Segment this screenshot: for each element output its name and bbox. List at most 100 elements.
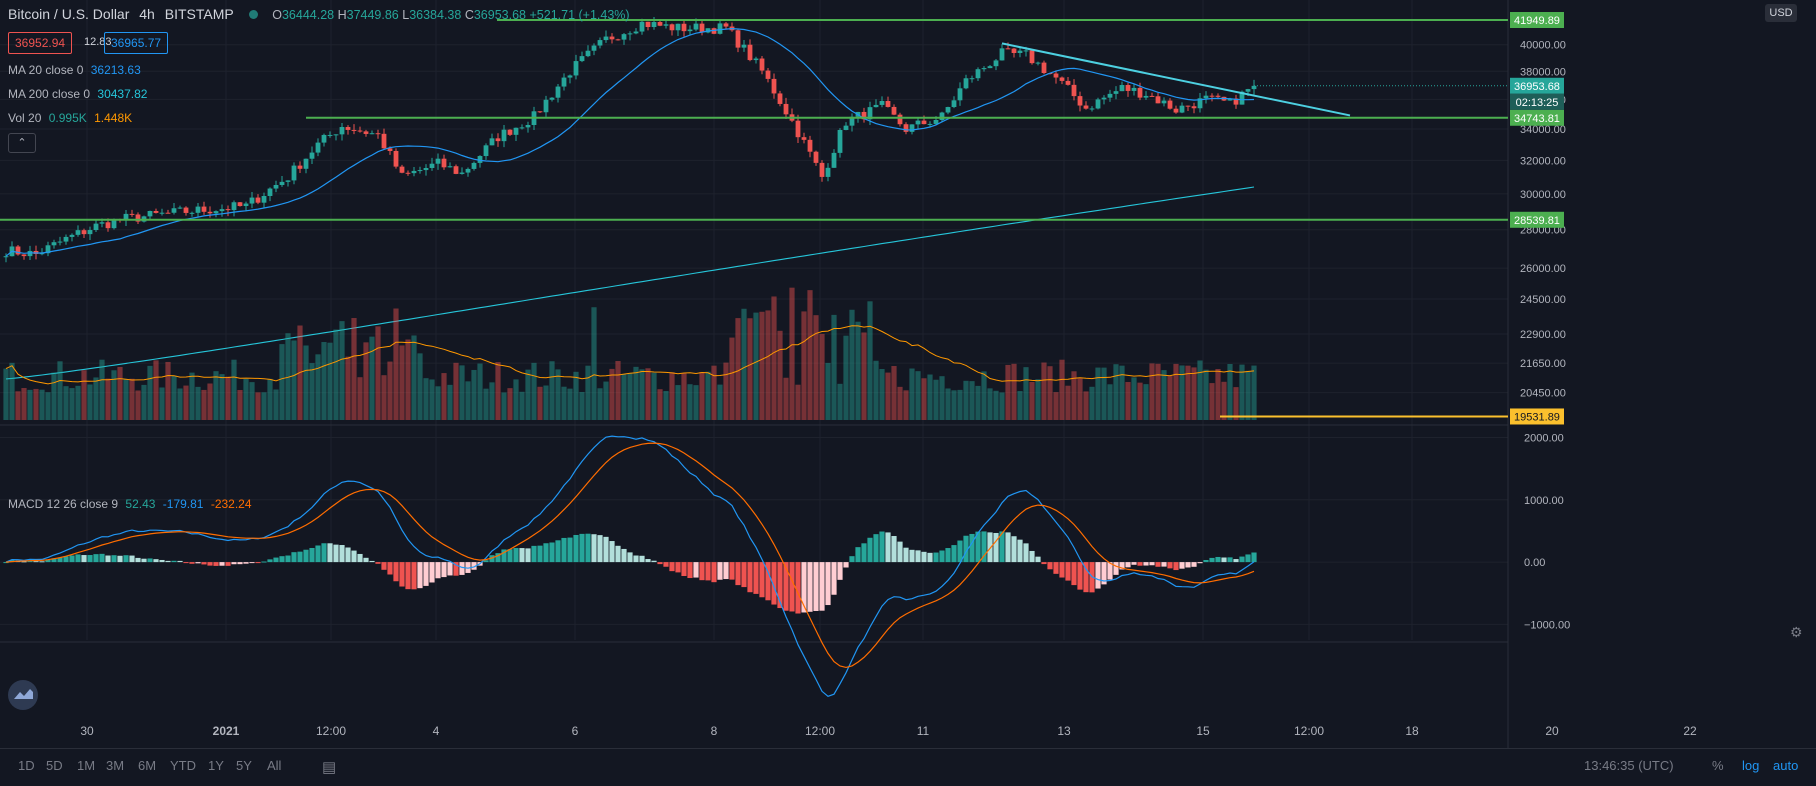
candle-body: [735, 30, 741, 48]
macd-histogram-bar: [1161, 562, 1167, 567]
volume-legend[interactable]: Vol 20 0.995K 1.448K: [8, 111, 136, 125]
volume-bar: [165, 361, 171, 420]
ma20-legend[interactable]: MA 20 close 0 36213.63: [8, 63, 145, 77]
range-button-1y[interactable]: 1Y: [208, 758, 224, 773]
candle-body: [1035, 62, 1041, 64]
macd-histogram-bar: [651, 560, 657, 563]
volume-bar: [1041, 362, 1047, 420]
time-tick-label: 13: [1057, 724, 1071, 738]
trendline[interactable]: [1001, 42, 1351, 117]
candle-body: [1053, 73, 1059, 78]
candle-body: [687, 29, 693, 32]
volume-bar: [849, 309, 855, 420]
macd-histogram-bar: [495, 553, 501, 563]
volume-bar: [441, 373, 447, 420]
ma200-legend[interactable]: MA 200 close 0 30437.82: [8, 87, 151, 101]
candle-body: [1017, 50, 1023, 54]
volume-bar: [909, 368, 915, 420]
candle-body: [939, 112, 945, 121]
volume-bar: [837, 383, 843, 420]
candle-body: [645, 21, 651, 28]
volume-bar: [75, 385, 81, 420]
ma20-line: [5, 27, 1255, 257]
candle-body: [1101, 97, 1107, 100]
volume-bar: [567, 388, 573, 420]
candle-body: [1149, 95, 1155, 97]
auto-toggle[interactable]: auto: [1773, 758, 1799, 773]
candle-body: [51, 242, 57, 246]
price-axis[interactable]: 40000.0038000.0036000.0034000.0032000.00…: [1254, 0, 1816, 748]
volume-bar: [213, 371, 219, 420]
candle-body: [441, 158, 447, 168]
candle-body: [1107, 93, 1113, 98]
range-button-1m[interactable]: 1M: [77, 758, 96, 773]
candle-body: [651, 22, 657, 28]
macd-histogram-bar: [735, 562, 741, 586]
macd-histogram-bar: [351, 550, 357, 563]
volume-bar: [963, 380, 969, 420]
range-button-3m[interactable]: 3M: [106, 758, 125, 773]
volume-bar: [99, 359, 105, 420]
candle-body: [243, 203, 249, 207]
volume-bar: [1203, 369, 1209, 420]
volume-bar: [1107, 384, 1113, 420]
candle-body: [207, 211, 213, 214]
candle-body: [1239, 91, 1245, 105]
candle-body: [21, 254, 27, 257]
range-button-6m[interactable]: 6M: [138, 758, 157, 773]
candles[interactable]: [3, 16, 1257, 263]
calendar-icon[interactable]: ▤: [322, 759, 337, 776]
volume-bar: [975, 385, 981, 420]
macd-histogram-bar: [117, 555, 123, 563]
time-tick-label: 6: [572, 724, 579, 738]
macd-histogram-bar: [399, 562, 405, 587]
macd-histogram-bar: [891, 536, 897, 563]
percent-toggle[interactable]: %: [1712, 758, 1724, 773]
time-axis[interactable]: 30 2021 12:00 4 6 8 12:00 11 13 15 12:00 18 20 22: [80, 724, 1697, 738]
candle-body: [699, 23, 705, 33]
range-button-ytd[interactable]: YTD: [170, 758, 196, 773]
range-button-all[interactable]: All: [267, 758, 282, 773]
volume-bar: [969, 381, 975, 420]
candle-body: [435, 158, 441, 164]
volume-bar: [273, 389, 279, 420]
candle-body: [15, 246, 21, 255]
macd-histogram-bar: [1113, 562, 1119, 575]
volume-bar: [999, 392, 1005, 420]
macd-histogram-bar: [783, 562, 789, 611]
price-tick-label: 22900.00: [1520, 329, 1566, 341]
volume-bar: [789, 287, 795, 420]
candle-body: [963, 78, 969, 89]
volume-bar: [117, 366, 123, 420]
range-button-5y[interactable]: 5Y: [236, 758, 252, 773]
macd-legend[interactable]: MACD 12 26 close 9 52.43 -179.81 -232.24: [8, 497, 256, 511]
macd-histogram-bar: [1059, 562, 1065, 578]
currency-badge[interactable]: USD: [1765, 4, 1797, 22]
candle-body: [153, 210, 159, 213]
macd-histogram-bar: [1077, 562, 1083, 590]
volume-bar: [261, 392, 267, 420]
range-button-5d[interactable]: 5D: [46, 758, 63, 773]
volume-bar: [933, 379, 939, 420]
candle-body: [681, 23, 687, 32]
clock-time[interactable]: 13:46:35 (UTC): [1584, 758, 1674, 773]
volume-legend-value: 0.995K: [48, 111, 87, 125]
macd-histogram-bar: [939, 550, 945, 563]
tradingview-logo-icon[interactable]: [8, 680, 38, 710]
candle-body: [777, 93, 783, 104]
macd-histogram-bar: [171, 560, 177, 563]
collapse-legend-button[interactable]: ⌃: [8, 133, 36, 153]
volume-bar: [891, 366, 897, 420]
candle-body: [99, 222, 105, 224]
close-label: C: [464, 8, 474, 22]
volume-bar: [267, 378, 273, 420]
sell-price[interactable]: 36952.94: [8, 32, 73, 54]
macd-histogram-bar: [1185, 562, 1191, 568]
buy-price[interactable]: 36965.77: [104, 32, 169, 54]
range-button-1d[interactable]: 1D: [18, 758, 35, 773]
macd-histogram-bar: [1155, 562, 1161, 567]
volume-bar: [1077, 378, 1083, 420]
log-toggle[interactable]: log: [1742, 758, 1760, 773]
